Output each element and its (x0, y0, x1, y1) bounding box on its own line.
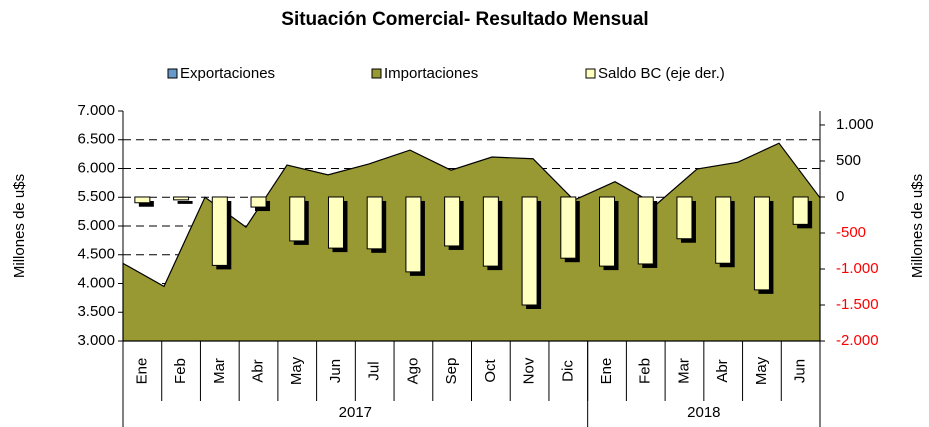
bar (173, 196, 190, 201)
y-tick-label: 6.500 (77, 131, 115, 148)
x-tick-label: May (288, 356, 305, 385)
x-tick-label: Mar (211, 358, 228, 384)
bar (250, 196, 267, 208)
bar (134, 196, 151, 204)
bar (792, 196, 809, 225)
bar (327, 196, 344, 249)
bar (289, 196, 306, 242)
y-tick-label: 6.000 (77, 159, 115, 176)
bar (521, 196, 538, 306)
y2-tick-label: -500 (836, 224, 866, 241)
y2-tick-label: 0 (836, 188, 844, 205)
y-axis-title: Millones de u$s (11, 174, 28, 278)
bar (599, 196, 616, 267)
bar (753, 196, 770, 291)
x-tick-label: Oct (482, 359, 499, 383)
y-tick-label: 7.000 (77, 102, 115, 119)
bar (637, 196, 654, 265)
x-tick-label: May (753, 356, 770, 385)
bar (405, 196, 422, 273)
y-tick-label: 4.500 (77, 246, 115, 263)
y-tick-label: 4.000 (77, 274, 115, 291)
y-tick-label: 5.500 (77, 188, 115, 205)
y2-tick-label: 1.000 (836, 116, 874, 133)
bar (560, 196, 577, 259)
bar (444, 196, 461, 247)
chart-title: Situación Comercial- Resultado Mensual (281, 9, 648, 30)
legend-label: Exportaciones (180, 65, 275, 82)
x-tick-label: Ene (133, 358, 150, 385)
x-tick-label: Abr (714, 359, 731, 382)
x-tick-label: Feb (637, 358, 654, 384)
y2-tick-label: -2.000 (836, 332, 879, 349)
legend-swatch (167, 68, 178, 79)
bar (676, 196, 693, 240)
x-tick-label: Jun (327, 359, 344, 383)
legend-label: Saldo BC (eje der.) (598, 65, 725, 82)
legend-label: Importaciones (384, 65, 478, 82)
x-tick-label: Mar (675, 358, 692, 384)
x-tick-label: Ene (598, 358, 615, 385)
y2-axis-title: Millones de u$s (909, 174, 926, 278)
x-tick-label: Sep (443, 358, 460, 385)
x-tick-label: Feb (172, 358, 189, 384)
bar-shadow (138, 200, 154, 207)
y-tick-label: 3.500 (77, 303, 115, 320)
x-tick-label: Nov (521, 357, 538, 384)
y-tick-label: 3.000 (77, 332, 115, 349)
x-tick-label: Abr (249, 359, 266, 382)
bar (482, 196, 499, 267)
y2-tick-label: 500 (836, 152, 861, 169)
bar (211, 196, 228, 266)
x-tick-label: Jun (792, 359, 809, 383)
group-label: 2018 (687, 404, 720, 421)
legend-swatch (371, 68, 382, 79)
bar-shadow (177, 200, 193, 204)
x-tick-label: Dic (559, 360, 576, 382)
y-tick-label: 5.000 (77, 217, 115, 234)
y2-tick-label: -1.500 (836, 296, 879, 313)
y2-tick-label: -1.000 (836, 260, 879, 277)
group-label: 2017 (339, 404, 372, 421)
legend-swatch (585, 68, 596, 79)
x-tick-label: Jul (366, 361, 383, 380)
x-tick-label: Ago (404, 358, 421, 385)
bar (366, 196, 383, 250)
bar (715, 196, 732, 264)
